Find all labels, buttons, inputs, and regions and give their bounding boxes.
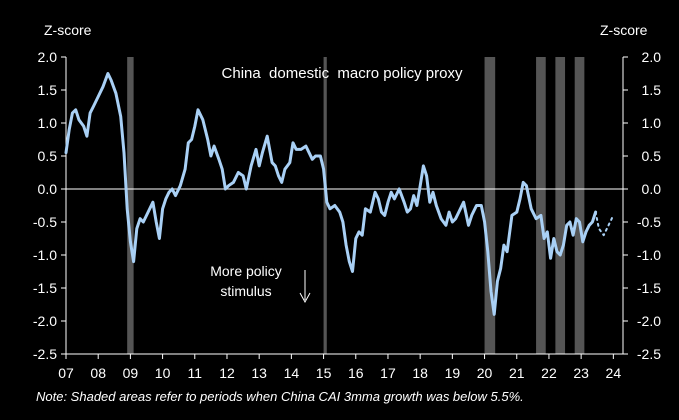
x-tick-label-13: 20 bbox=[477, 365, 493, 381]
shaded-period-3 bbox=[536, 57, 546, 354]
annotation-stimulus: stimulus bbox=[220, 283, 271, 299]
y-tick-label-right-4: 0.0 bbox=[642, 181, 662, 197]
x-tick-label-6: 13 bbox=[251, 365, 267, 381]
shaded-period-5 bbox=[574, 57, 585, 354]
x-tick-label-7: 14 bbox=[284, 365, 300, 381]
x-tick-label-4: 11 bbox=[188, 365, 203, 381]
x-tick-label-10: 17 bbox=[380, 365, 396, 381]
x-tick-label-11: 18 bbox=[412, 365, 428, 381]
y-tick-label-left-2: 1.0 bbox=[38, 115, 58, 131]
y-axis-label-left: Z-score bbox=[44, 22, 92, 38]
y-tick-label-right-0: 2.0 bbox=[642, 49, 662, 65]
x-tick-label-1: 08 bbox=[90, 365, 106, 381]
shaded-period-0 bbox=[127, 57, 134, 354]
y-tick-label-right-9: -2.5 bbox=[637, 346, 661, 362]
x-tick-label-9: 16 bbox=[348, 365, 364, 381]
y-tick-label-left-0: 2.0 bbox=[38, 49, 58, 65]
x-tick-label-15: 22 bbox=[541, 365, 557, 381]
chart-title: China domestic macro policy proxy bbox=[222, 65, 463, 82]
x-tick-label-2: 09 bbox=[123, 365, 139, 381]
y-tick-label-left-1: 1.5 bbox=[38, 82, 58, 98]
y-tick-label-right-7: -1.5 bbox=[637, 280, 661, 296]
x-tick-label-0: 07 bbox=[58, 365, 74, 381]
annotation-more-policy: More policy bbox=[210, 263, 282, 279]
x-tick-label-16: 23 bbox=[573, 365, 589, 381]
series-line-projection bbox=[594, 211, 615, 237]
x-tick-label-17: 24 bbox=[606, 365, 622, 381]
x-tick-label-14: 21 bbox=[509, 365, 525, 381]
y-tick-label-left-9: -2.5 bbox=[33, 346, 57, 362]
y-tick-label-right-6: -1.0 bbox=[637, 247, 661, 263]
shaded-period-2 bbox=[484, 57, 496, 354]
y-axis-label-right: Z-score bbox=[600, 22, 648, 38]
down-arrow-icon bbox=[299, 270, 311, 304]
y-tick-label-left-8: -2.0 bbox=[33, 313, 57, 329]
shaded-period-1 bbox=[323, 57, 327, 354]
y-tick-label-right-1: 1.5 bbox=[642, 82, 662, 98]
y-tick-label-left-5: -0.5 bbox=[33, 214, 57, 230]
y-tick-label-right-5: -0.5 bbox=[637, 214, 661, 230]
x-tick-label-12: 19 bbox=[445, 365, 461, 381]
y-tick-label-right-3: 0.5 bbox=[642, 148, 662, 164]
y-tick-label-left-3: 0.5 bbox=[38, 148, 58, 164]
x-tick-label-8: 15 bbox=[316, 365, 332, 381]
series-line bbox=[64, 72, 598, 316]
y-tick-label-right-8: -2.0 bbox=[637, 313, 661, 329]
x-tick-label-3: 10 bbox=[155, 365, 171, 381]
footnote: Note: Shaded areas refer to periods when… bbox=[36, 389, 524, 404]
x-tick-label-5: 12 bbox=[219, 365, 235, 381]
y-tick-label-left-6: -1.0 bbox=[33, 247, 57, 263]
shaded-period-4 bbox=[555, 57, 566, 354]
y-tick-label-left-7: -1.5 bbox=[33, 280, 57, 296]
y-tick-label-left-4: 0.0 bbox=[38, 181, 58, 197]
y-tick-label-right-2: 1.0 bbox=[642, 115, 662, 131]
